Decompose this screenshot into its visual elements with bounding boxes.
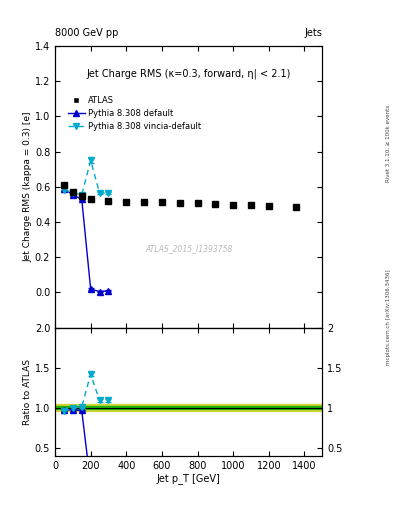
- Y-axis label: Ratio to ATLAS: Ratio to ATLAS: [23, 359, 32, 424]
- X-axis label: Jet p_T [GeV]: Jet p_T [GeV]: [157, 473, 220, 484]
- Text: Jets: Jets: [305, 28, 322, 38]
- Bar: [55, 407, 322, 409]
- Text: 8000 GeV pp: 8000 GeV pp: [55, 28, 118, 38]
- Text: Jet Charge RMS (κ=0.3, forward, η| < 2.1): Jet Charge RMS (κ=0.3, forward, η| < 2.1…: [86, 69, 291, 79]
- Bar: [55, 404, 322, 411]
- Y-axis label: Jet Charge RMS (kappa = 0.3) [e]: Jet Charge RMS (kappa = 0.3) [e]: [23, 112, 32, 262]
- Text: Rivet 3.1.10, ≥ 100k events: Rivet 3.1.10, ≥ 100k events: [386, 105, 391, 182]
- Legend: ATLAS, Pythia 8.308 default, Pythia 8.308 vincia-default: ATLAS, Pythia 8.308 default, Pythia 8.30…: [64, 93, 204, 135]
- Text: ATLAS_2015_I1393758: ATLAS_2015_I1393758: [145, 244, 232, 253]
- Text: mcplots.cern.ch [arXiv:1306.3436]: mcplots.cern.ch [arXiv:1306.3436]: [386, 270, 391, 365]
